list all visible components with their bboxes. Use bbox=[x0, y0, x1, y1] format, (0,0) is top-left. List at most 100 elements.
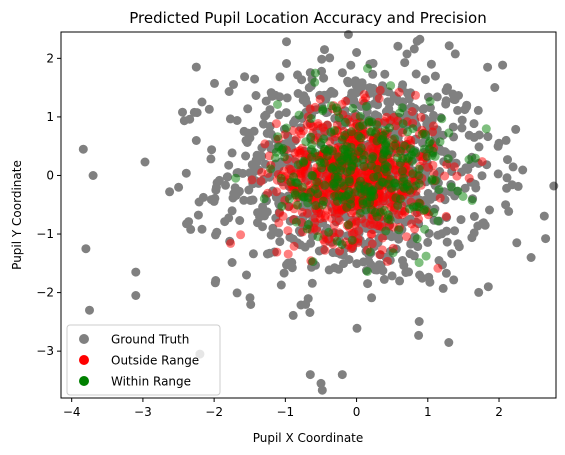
point-within-range bbox=[332, 236, 342, 246]
point-ground-truth bbox=[186, 224, 196, 234]
points-layer bbox=[78, 30, 559, 395]
point-ground-truth bbox=[241, 151, 251, 161]
point-ground-truth bbox=[483, 132, 493, 142]
point-ground-truth bbox=[244, 185, 254, 195]
point-outside-range bbox=[411, 90, 420, 100]
point-within-range bbox=[361, 101, 371, 111]
point-ground-truth bbox=[305, 370, 315, 380]
point-ground-truth bbox=[441, 268, 451, 278]
point-outside-range bbox=[257, 167, 267, 177]
point-outside-range bbox=[320, 245, 330, 255]
point-outside-range bbox=[440, 171, 450, 181]
point-outside-range bbox=[291, 134, 301, 144]
point-within-range bbox=[340, 117, 350, 127]
point-ground-truth bbox=[197, 97, 207, 107]
point-ground-truth bbox=[300, 242, 310, 252]
point-outside-range bbox=[283, 226, 293, 236]
point-outside-range bbox=[373, 221, 383, 231]
point-ground-truth bbox=[474, 287, 484, 297]
point-ground-truth bbox=[286, 260, 296, 270]
point-within-range bbox=[420, 224, 430, 234]
point-ground-truth bbox=[423, 188, 433, 198]
point-within-range bbox=[433, 216, 443, 226]
point-within-range bbox=[340, 130, 350, 140]
point-ground-truth bbox=[402, 49, 412, 59]
point-ground-truth bbox=[303, 294, 313, 304]
point-within-range bbox=[318, 106, 328, 116]
point-outside-range bbox=[247, 175, 257, 185]
point-within-range bbox=[365, 247, 375, 257]
point-ground-truth bbox=[297, 75, 307, 85]
point-outside-range bbox=[286, 165, 296, 174]
point-outside-range bbox=[407, 107, 417, 116]
point-ground-truth bbox=[206, 154, 216, 164]
y-axis-label: Pupil Y Coordinate bbox=[10, 160, 24, 270]
point-ground-truth bbox=[415, 270, 425, 280]
point-ground-truth bbox=[204, 104, 214, 114]
legend: Ground Truth Outside Range Within Range bbox=[66, 324, 221, 396]
point-ground-truth bbox=[549, 181, 559, 191]
point-within-range bbox=[259, 194, 269, 204]
point-ground-truth bbox=[379, 274, 389, 284]
point-within-range bbox=[425, 97, 435, 106]
x-tick-label: −1 bbox=[277, 405, 295, 419]
point-ground-truth bbox=[444, 41, 454, 51]
point-ground-truth bbox=[409, 251, 419, 261]
point-outside-range bbox=[298, 126, 308, 136]
point-outside-range bbox=[452, 171, 462, 181]
point-ground-truth bbox=[541, 234, 551, 244]
point-within-range bbox=[359, 150, 369, 160]
point-ground-truth bbox=[221, 180, 230, 190]
point-ground-truth bbox=[420, 75, 430, 85]
point-within-range bbox=[367, 126, 377, 136]
legend-marker-within-range bbox=[79, 376, 89, 386]
point-within-range bbox=[380, 160, 390, 170]
point-ground-truth bbox=[275, 72, 285, 82]
x-tick-label: −2 bbox=[205, 405, 223, 419]
point-ground-truth bbox=[493, 169, 503, 179]
point-outside-range bbox=[279, 180, 289, 190]
point-outside-range bbox=[435, 193, 445, 203]
point-ground-truth bbox=[415, 34, 425, 44]
point-within-range bbox=[376, 207, 385, 217]
point-within-range bbox=[363, 64, 372, 73]
point-within-range bbox=[303, 220, 313, 229]
point-ground-truth bbox=[469, 228, 479, 238]
point-outside-range bbox=[310, 102, 320, 112]
point-within-range bbox=[340, 151, 349, 161]
point-ground-truth bbox=[423, 237, 433, 247]
point-within-range bbox=[330, 126, 340, 135]
point-ground-truth bbox=[317, 54, 327, 64]
point-within-range bbox=[293, 200, 303, 210]
x-tick-label: 2 bbox=[495, 405, 503, 419]
x-tick-label: −3 bbox=[134, 405, 152, 419]
point-outside-range bbox=[410, 224, 420, 234]
point-ground-truth bbox=[225, 114, 235, 124]
point-ground-truth bbox=[206, 195, 216, 205]
point-ground-truth bbox=[288, 234, 298, 244]
point-within-range bbox=[307, 170, 317, 180]
point-ground-truth bbox=[235, 216, 245, 225]
point-ground-truth bbox=[239, 195, 249, 205]
point-ground-truth bbox=[337, 370, 347, 380]
point-outside-range bbox=[315, 94, 325, 104]
point-within-range bbox=[314, 155, 324, 165]
point-within-range bbox=[331, 103, 341, 113]
point-ground-truth bbox=[441, 96, 451, 106]
point-outside-range bbox=[283, 249, 293, 259]
point-ground-truth bbox=[503, 155, 512, 165]
point-ground-truth bbox=[384, 104, 394, 114]
point-ground-truth bbox=[363, 279, 373, 289]
plot-frame bbox=[60, 31, 557, 399]
point-ground-truth bbox=[296, 300, 306, 310]
point-within-range bbox=[281, 123, 291, 133]
point-ground-truth bbox=[275, 92, 285, 102]
point-ground-truth bbox=[230, 183, 240, 193]
point-ground-truth bbox=[265, 248, 275, 258]
point-within-range bbox=[310, 68, 320, 78]
point-outside-range bbox=[351, 217, 361, 227]
point-within-range bbox=[310, 148, 320, 158]
point-ground-truth bbox=[456, 215, 466, 225]
point-ground-truth bbox=[374, 260, 384, 270]
point-within-range bbox=[414, 171, 424, 181]
